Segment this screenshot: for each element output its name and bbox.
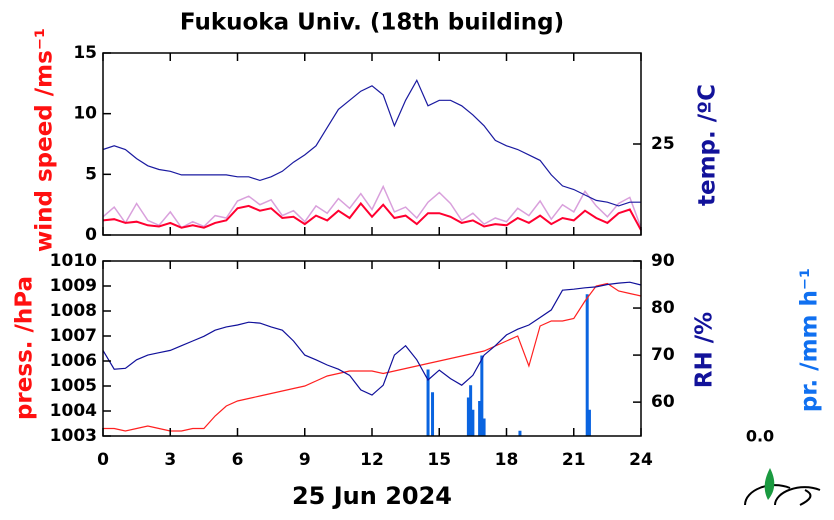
y-tick-label: 1010 [50,251,97,271]
x-tick-label: 18 [495,450,519,470]
precip-bar [471,409,475,436]
y-axis-label: press. /hPa [12,276,38,420]
series-line [103,282,642,432]
y2-axis-label: temp. /ºC [695,84,721,206]
y-tick-label: 0 [85,225,97,245]
precip-bar [587,409,591,436]
x-axis-label: 25 Jun 2024 [292,482,452,510]
series-line [102,201,642,231]
y-tick-label: 5 [85,164,97,184]
y-axis-label: wind speed /ms⁻¹ [32,28,58,252]
y2-tick-label: 25 [651,134,675,154]
logo-leaf [764,468,775,500]
x-tick-label: 3 [164,450,176,470]
y-tick-label: 1009 [50,276,97,296]
y2-tick-label: 60 [651,392,675,412]
precip-total: 0.0 [746,427,774,446]
x-tick-label: 12 [360,450,384,470]
x-tick-label: 9 [299,450,311,470]
series-line [102,78,641,207]
precip-bar [480,355,484,436]
precip-bar [518,430,522,436]
y2-axis-label: RH /% [692,312,718,388]
precip-bar [478,401,482,436]
x-tick-label: 15 [427,450,451,470]
y2-tick-label: 80 [651,298,675,318]
series-line [102,184,642,229]
plot-frame [102,260,642,437]
precip-bar [585,294,589,436]
logo-curve [799,489,812,506]
series-line [102,281,642,396]
y-tick-label: 1003 [50,426,97,446]
y-tick-label: 1006 [50,351,97,371]
y-tick-label: 1005 [50,376,97,396]
y2-tick-label: 90 [651,251,675,271]
y-tick-label: 15 [73,43,97,63]
x-tick-label: 21 [562,450,586,470]
precip-bar [431,392,435,436]
logo [744,468,821,506]
y-tick-label: 1007 [50,326,97,346]
chart-title: Fukuoka Univ. (18th building) [180,10,564,36]
y2-tick-label: 70 [651,345,675,365]
y-tick-label: 1004 [50,401,97,421]
logo-curve [744,484,791,506]
logo-curve [774,486,821,506]
x-tick-label: 6 [232,450,244,470]
precip-bar [482,418,486,436]
y3-axis-label: pr. /mm h⁻¹ [797,268,823,412]
x-tick-label: 0 [97,450,109,470]
x-tick-label: 24 [629,450,653,470]
precip-bar [469,385,473,436]
y-tick-label: 10 [73,104,97,124]
y-tick-label: 1008 [50,301,97,321]
precip-bar [426,369,430,436]
precip-bar [466,397,470,436]
